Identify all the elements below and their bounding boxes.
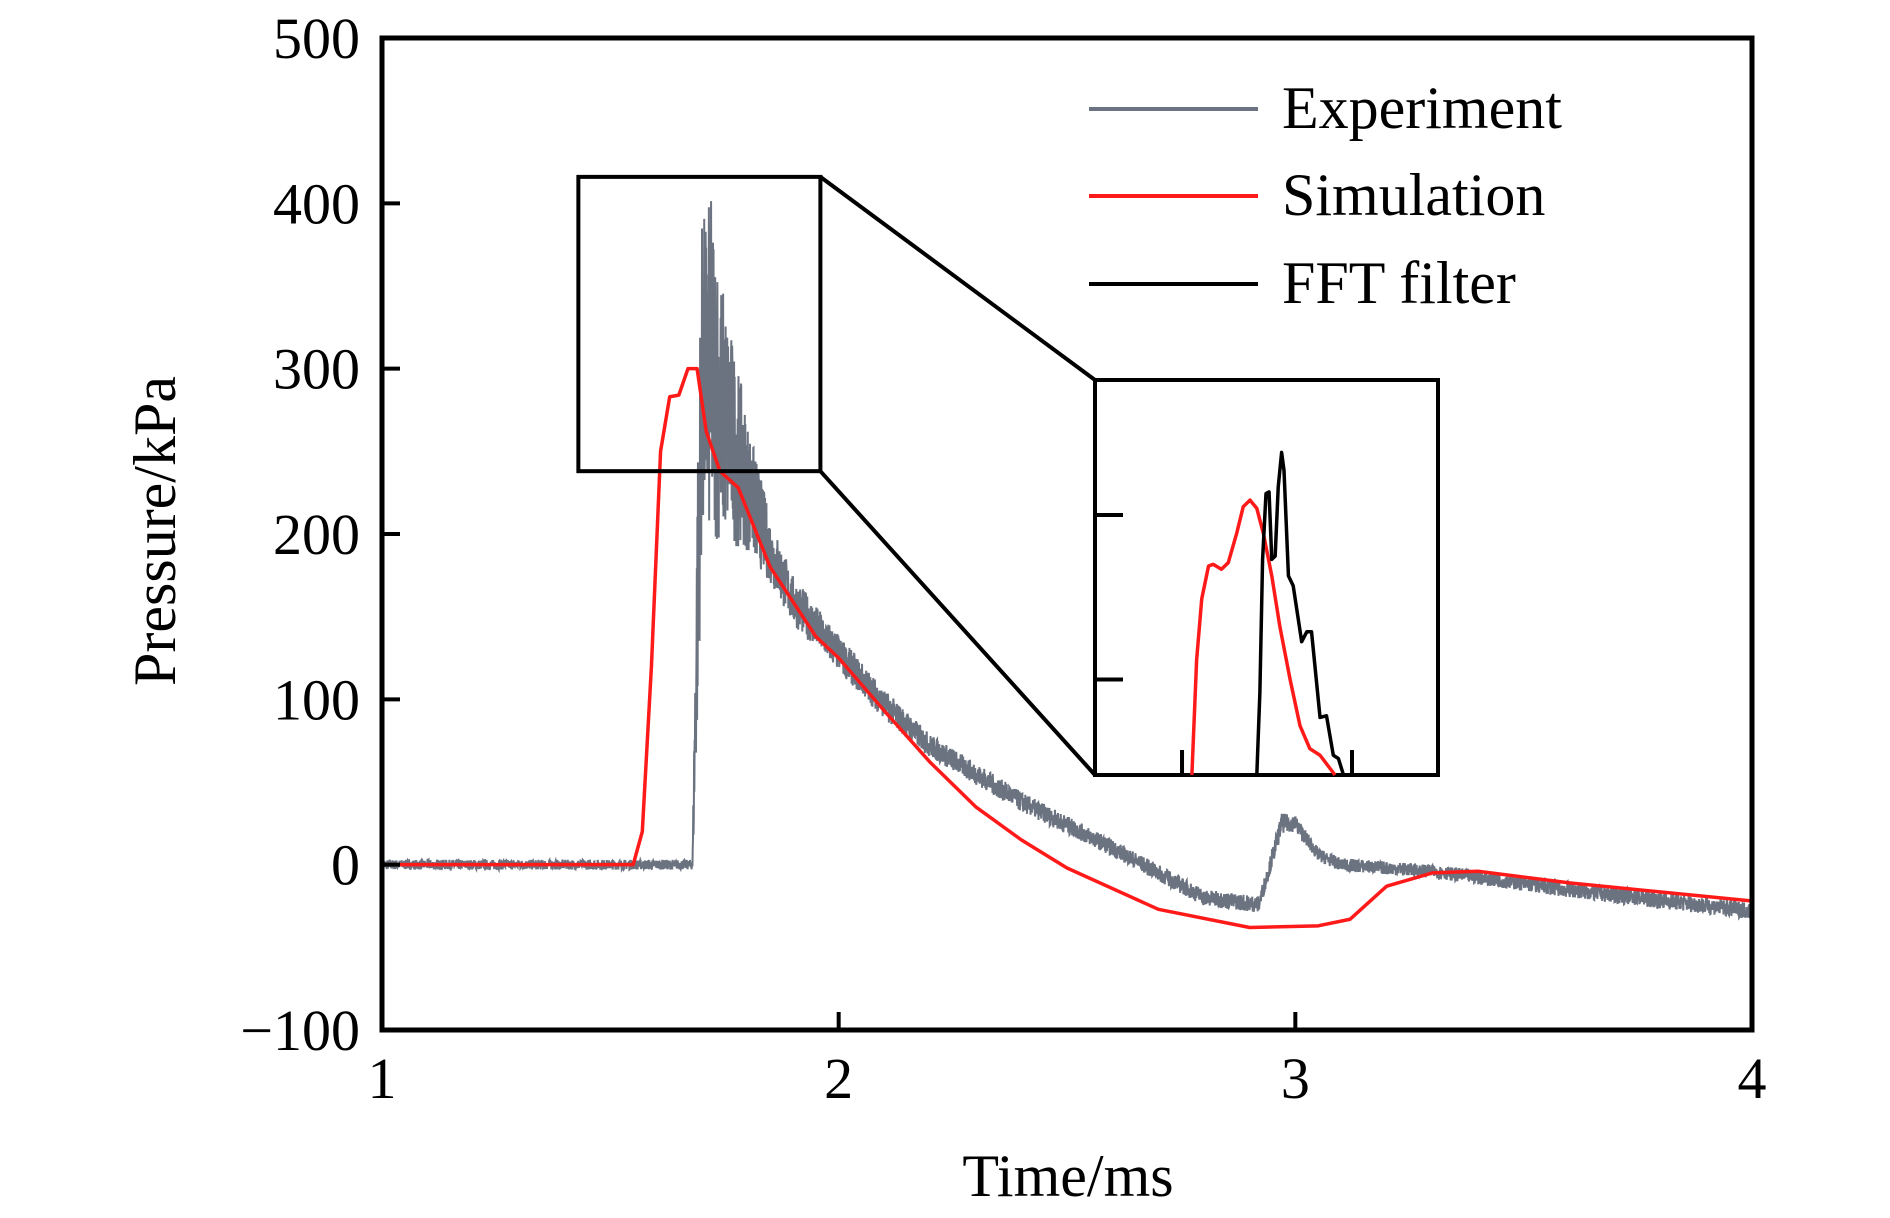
inset-zoom xyxy=(576,174,1440,777)
legend: Experiment Simulation FFT filter xyxy=(1089,75,1562,316)
y-axis-label: Pressure/kPa xyxy=(122,376,188,686)
x-tick-label: 4 xyxy=(1738,1046,1767,1111)
legend-label-experiment: Experiment xyxy=(1282,75,1562,141)
zoom-connector-bottom xyxy=(818,469,1097,777)
series-line-experiment xyxy=(381,201,1753,921)
x-tick-label: 3 xyxy=(1281,1046,1310,1111)
y-tick-label: 500 xyxy=(273,6,360,71)
x-axis-label: Time/ms xyxy=(962,1143,1173,1209)
legend-label-simulation: Simulation xyxy=(1282,162,1545,228)
axis-ticks: 1 2 3 4 −100 0 100 200 300 400 500 xyxy=(240,6,1766,1111)
y-tick-label: 300 xyxy=(273,337,360,402)
plot-area xyxy=(381,201,1753,930)
y-tick-label: 400 xyxy=(273,171,360,236)
zoom-region-box xyxy=(576,174,823,474)
x-tick-label: 2 xyxy=(824,1046,853,1111)
legend-label-fft-filter: FFT filter xyxy=(1282,250,1516,316)
zoom-connector-top xyxy=(819,175,1097,382)
series-line-simulation xyxy=(382,366,1753,930)
y-tick-label: −100 xyxy=(240,998,360,1063)
y-tick-label: 0 xyxy=(331,833,360,898)
inset-frame xyxy=(1093,378,1440,777)
y-tick-label: 100 xyxy=(273,667,360,732)
inset-line-fft-filter xyxy=(1255,450,1346,776)
y-tick-label: 200 xyxy=(273,502,360,567)
x-tick-label: 1 xyxy=(368,1046,397,1111)
inset-line-simulation xyxy=(1190,498,1337,777)
